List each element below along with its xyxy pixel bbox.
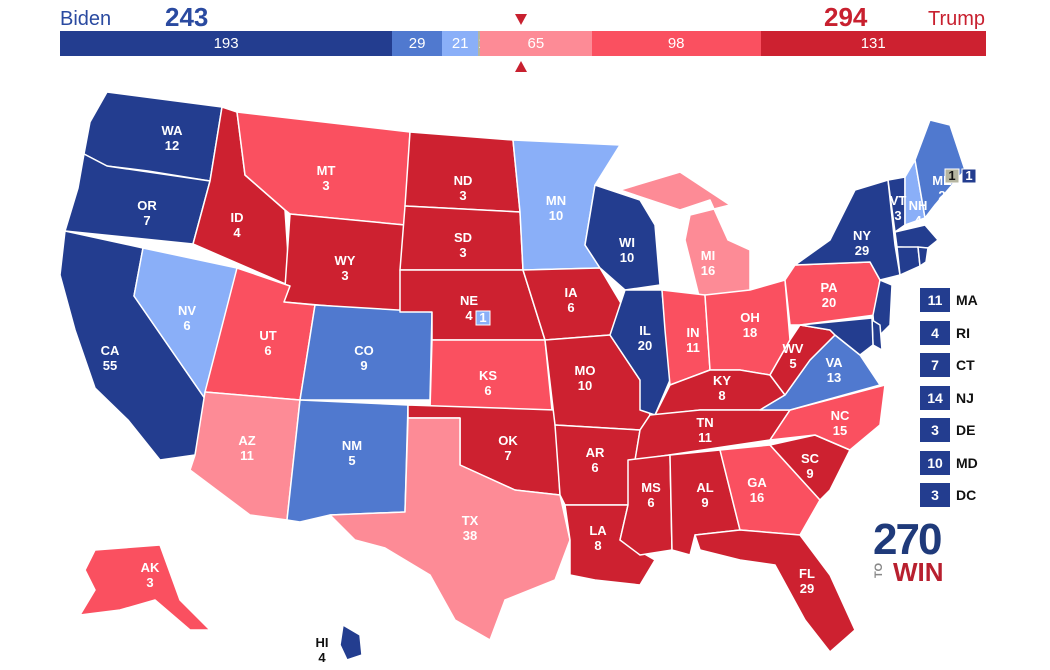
- small-state-ev-box[interactable]: 3: [920, 483, 950, 507]
- small-state-abbr: NJ: [956, 389, 974, 406]
- small-state-ev-box[interactable]: 4: [920, 320, 950, 345]
- trump-electoral-total: 294: [824, 2, 868, 32]
- me-district-1-box[interactable]: [961, 168, 977, 184]
- state-CT[interactable]: [896, 246, 921, 276]
- state-OH[interactable]: [704, 279, 791, 376]
- state-PA[interactable]: [784, 261, 881, 326]
- logo-to: TO: [873, 562, 885, 578]
- biden-electoral-total: 243: [165, 2, 209, 32]
- state-WY[interactable]: [283, 213, 406, 313]
- electoral-vote-bar: 193 29 21 1 65 98 131: [60, 31, 986, 56]
- state-WI[interactable]: [584, 184, 661, 291]
- small-state-abbr: MA: [956, 292, 978, 308]
- small-state-ev-box[interactable]: 14: [920, 385, 950, 410]
- small-state-MA[interactable]: 11 MA: [920, 288, 1030, 312]
- state-MD[interactable]: [799, 317, 874, 356]
- me-district-2-box[interactable]: [944, 168, 960, 184]
- small-state-abbr: DE: [956, 422, 976, 438]
- 270towin-logo: 270 TO WIN: [873, 518, 953, 588]
- small-state-abbr: CT: [956, 357, 975, 373]
- nebraska-district-box: 1: [475, 310, 491, 326]
- small-state-NJ[interactable]: 14 NJ: [920, 385, 1030, 410]
- state-AK[interactable]: [79, 544, 211, 631]
- state-KS[interactable]: [429, 339, 553, 411]
- state-label-HI: HI: [316, 635, 329, 650]
- 270-marker-bottom-icon: [515, 61, 527, 72]
- 270-marker-top-icon: [515, 14, 527, 25]
- small-state-RI[interactable]: 4 RI: [920, 320, 1030, 345]
- small-state-ev-box[interactable]: 11: [920, 288, 950, 312]
- small-state-MD[interactable]: 10 MD: [920, 450, 1030, 475]
- bar-segment-lean-rep[interactable]: 65: [479, 31, 592, 56]
- state-SD[interactable]: [399, 205, 524, 271]
- electoral-vote-header: Biden 243 294 Trump 193 29 21 1 65 98 13…: [0, 0, 1050, 80]
- bar-segment-likely-dem[interactable]: 29: [392, 31, 443, 56]
- small-state-abbr: MD: [956, 454, 978, 471]
- state-TX[interactable]: [329, 417, 571, 641]
- small-state-abbr: DC: [956, 487, 977, 503]
- bar-segment-lean-dem[interactable]: 21: [442, 31, 479, 56]
- state-NM[interactable]: [286, 399, 409, 523]
- state-SC[interactable]: [769, 434, 851, 501]
- bar-segment-safe-rep[interactable]: 131: [760, 31, 986, 56]
- small-state-DE[interactable]: 3 DE: [920, 418, 1030, 442]
- state-IN[interactable]: [661, 289, 711, 386]
- state-MA[interactable]: [894, 224, 939, 249]
- state-NY[interactable]: [794, 179, 901, 281]
- small-state-ev-box[interactable]: 3: [920, 418, 950, 442]
- state-HI[interactable]: [339, 624, 363, 661]
- ne-district-2-box[interactable]: [475, 310, 491, 326]
- small-state-ev-box[interactable]: 10: [920, 450, 950, 475]
- small-state-abbr: RI: [956, 324, 970, 341]
- state-GA[interactable]: [719, 444, 821, 536]
- trump-name: Trump: [928, 8, 986, 30]
- bar-segment-safe-dem[interactable]: 193: [60, 31, 393, 56]
- bar-segment-tossup[interactable]: 1: [478, 31, 480, 56]
- small-state-DC[interactable]: 3 DC: [920, 483, 1030, 507]
- state-ev-HI: 4: [318, 650, 326, 665]
- state-MS[interactable]: [619, 454, 673, 556]
- state-RI[interactable]: [917, 246, 929, 267]
- logo-win: WIN: [893, 557, 944, 587]
- state-CO[interactable]: [299, 304, 433, 401]
- bar-segment-likely-rep[interactable]: 98: [591, 31, 761, 56]
- state-ND[interactable]: [404, 131, 521, 213]
- biden-name: Biden: [60, 8, 112, 30]
- logo-number: 270: [873, 515, 942, 564]
- small-state-ev-box[interactable]: 7: [920, 353, 950, 377]
- state-AZ[interactable]: [189, 391, 301, 521]
- small-state-CT[interactable]: 7 CT: [920, 353, 1030, 377]
- state-FL[interactable]: [694, 529, 856, 653]
